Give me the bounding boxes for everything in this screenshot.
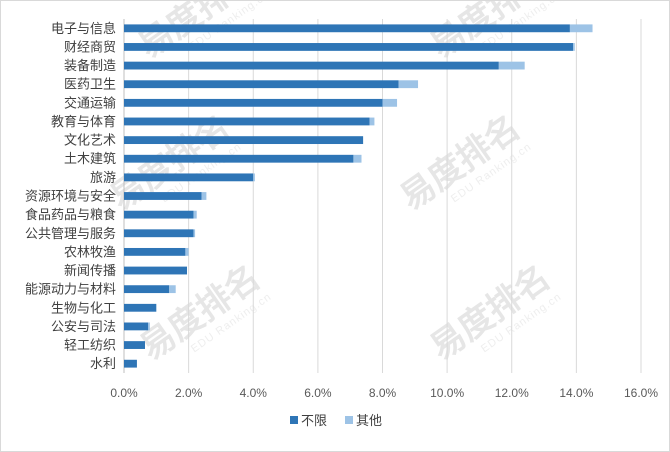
bar-segment (124, 303, 157, 312)
legend-swatch (345, 416, 353, 424)
x-tick-label: 6.0% (304, 386, 332, 400)
category-label: 教育与体育 (51, 114, 116, 129)
x-tick-label: 10.0% (430, 386, 464, 400)
category-label: 食品药品与粮食 (25, 207, 116, 222)
bar-segment (124, 322, 149, 331)
bar-segment (124, 285, 170, 294)
category-label: 装备制造 (64, 58, 116, 73)
bar-segment (124, 210, 194, 219)
category-labels: 电子与信息财经商贸装备制造医药卫生交通运输教育与体育文化艺术土木建筑旅游资源环境… (25, 21, 116, 371)
bar-segment (569, 24, 593, 33)
bar-segment (369, 117, 375, 126)
bar-segment (124, 24, 570, 33)
bar-segment (398, 80, 419, 89)
bar-segment (124, 61, 499, 70)
bar-segment (124, 43, 574, 51)
category-label: 文化艺术 (64, 133, 116, 148)
bar-segment (169, 285, 176, 294)
bar-segment (124, 229, 194, 238)
x-tick-label: 4.0% (240, 386, 268, 400)
category-label: 公安与司法 (51, 319, 116, 334)
category-label: 农林牧渔 (64, 244, 116, 259)
legend-label: 不限 (301, 413, 327, 428)
bar-segment (253, 173, 255, 182)
bar-segment (124, 98, 383, 107)
bar-segment (382, 98, 398, 107)
category-label: 电子与信息 (51, 21, 116, 36)
bar-segment (124, 154, 354, 163)
x-tick-label: 8.0% (369, 386, 397, 400)
legend-label: 其他 (356, 413, 382, 428)
category-label: 财经商贸 (64, 39, 116, 54)
category-label: 新闻传播 (64, 263, 116, 278)
bar-segment (124, 173, 254, 182)
category-label: 水利 (90, 356, 116, 371)
bar-segment (124, 341, 146, 349)
bar-segment (124, 136, 364, 145)
bar-segment (148, 322, 150, 331)
bar-segment (201, 192, 207, 200)
x-tick-labels: 0.0% 2.0% 4.0% 6.0% 8.0% 10.0% 12.0% 14.0% 16.0% (110, 386, 658, 400)
legend-swatch (290, 416, 298, 424)
x-tick-label: 2.0% (175, 386, 203, 400)
bar-segment (498, 61, 525, 70)
category-label: 土木建筑 (64, 151, 116, 166)
category-label: 资源环境与安全 (25, 189, 116, 204)
category-label: 公共管理与服务 (25, 226, 116, 241)
x-tick-label: 16.0% (624, 386, 658, 400)
category-label: 医药卫生 (64, 77, 116, 92)
bar-segment (124, 117, 370, 126)
category-label: 轻工纺织 (64, 338, 116, 353)
category-label: 旅游 (90, 170, 116, 185)
category-label: 生物与化工 (51, 300, 116, 315)
bar-segment (124, 266, 188, 275)
bar-segment (124, 80, 399, 89)
bars (124, 24, 593, 368)
bar-segment (193, 229, 196, 238)
category-label: 能源动力与材料 (25, 282, 116, 297)
legend: 不限 其他 (290, 413, 382, 428)
category-label: 交通运输 (64, 95, 116, 110)
bar-segment (573, 43, 575, 51)
x-tick-label: 12.0% (495, 386, 529, 400)
bar-segment (353, 154, 362, 163)
x-tick-label: 14.0% (559, 386, 593, 400)
bar-segment (124, 192, 202, 200)
bar-segment (124, 247, 186, 256)
bar-segment (193, 210, 197, 219)
bar-segment (124, 359, 137, 368)
bar-segment (185, 247, 189, 256)
x-tick-label: 0.0% (110, 386, 138, 400)
